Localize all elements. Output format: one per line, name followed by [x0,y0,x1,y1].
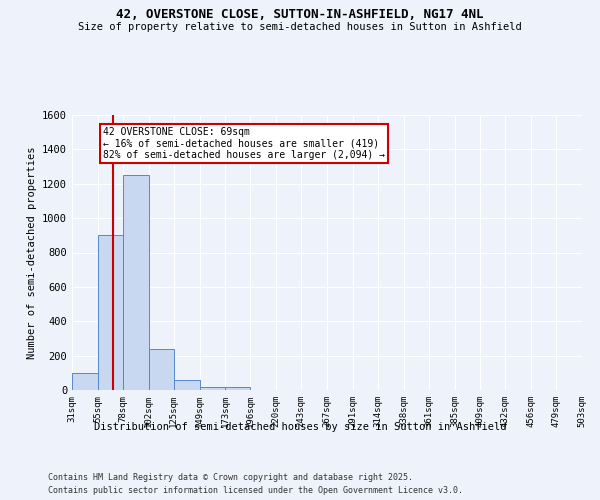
Bar [199,386,226,390]
Text: 42, OVERSTONE CLOSE, SUTTON-IN-ASHFIELD, NG17 4NL: 42, OVERSTONE CLOSE, SUTTON-IN-ASHFIELD,… [116,8,484,20]
Bar [72,373,98,390]
Y-axis label: Number of semi-detached properties: Number of semi-detached properties [26,146,37,359]
Bar [98,236,123,390]
Bar [123,175,149,390]
Text: 42 OVERSTONE CLOSE: 69sqm
← 16% of semi-detached houses are smaller (419)
82% of: 42 OVERSTONE CLOSE: 69sqm ← 16% of semi-… [103,127,385,160]
Text: Size of property relative to semi-detached houses in Sutton in Ashfield: Size of property relative to semi-detach… [78,22,522,32]
Bar [226,388,250,390]
Text: Distribution of semi-detached houses by size in Sutton in Ashfield: Distribution of semi-detached houses by … [94,422,506,432]
Bar [149,349,173,390]
Text: Contains public sector information licensed under the Open Government Licence v3: Contains public sector information licen… [48,486,463,495]
Bar [173,380,199,390]
Text: Contains HM Land Registry data © Crown copyright and database right 2025.: Contains HM Land Registry data © Crown c… [48,472,413,482]
